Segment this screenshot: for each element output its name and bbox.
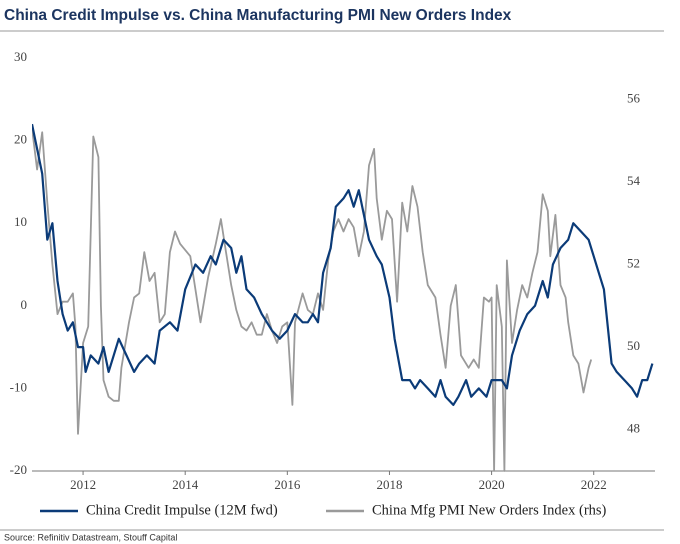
chart-title: China Credit Impulse vs. China Manufactu…: [4, 7, 512, 24]
y2-tick-label: 54: [627, 173, 641, 188]
legend-label: China Mfg PMI New Orders Index (rhs): [372, 502, 607, 518]
y2-tick-label: 52: [627, 255, 640, 270]
y2-tick-label: 48: [627, 421, 640, 436]
line-series: [32, 123, 654, 406]
plot-area: [32, 123, 654, 472]
y-tick-label: 20: [14, 132, 27, 147]
x-tick-label: 2018: [376, 477, 402, 492]
x-tick-label: 2020: [479, 477, 505, 492]
x-tick-label: 2012: [70, 477, 96, 492]
x-tick-label: 2022: [581, 477, 607, 492]
source: Source: Refinitiv Datastream, Stouff Cap…: [4, 532, 177, 542]
y-tick-label: -20: [10, 462, 27, 477]
y-tick-label: 0: [21, 297, 28, 312]
y2-tick-label: 56: [627, 90, 641, 105]
y-tick-label: 30: [14, 49, 27, 64]
x-tick-label: 2014: [172, 477, 199, 492]
x-tick-label: 2016: [274, 477, 301, 492]
y-tick-label: 10: [14, 214, 27, 229]
legend-label: China Credit Impulse (12M fwd): [86, 502, 278, 518]
y2-tick-label: 50: [627, 338, 640, 353]
line-series: [32, 128, 593, 472]
y-tick-label: -10: [10, 379, 27, 394]
